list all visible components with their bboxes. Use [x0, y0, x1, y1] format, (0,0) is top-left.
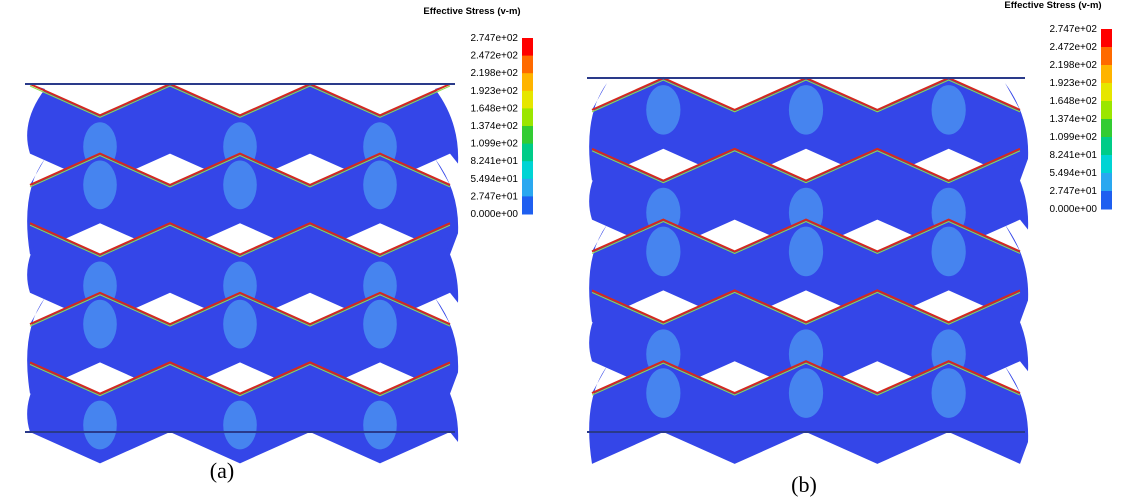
fold-line [29, 291, 451, 326]
fold-line [29, 155, 451, 188]
legend-label: 8.241e+01 [1049, 150, 1097, 161]
stress-hotspot [83, 400, 117, 450]
fem-structure [587, 76, 1029, 464]
colorbar-segment [1101, 155, 1112, 174]
fem-structure [25, 82, 459, 464]
colorbar-segment [1101, 191, 1112, 210]
legend-label: 1.374e+02 [470, 121, 518, 132]
stress-hotspot [646, 368, 681, 418]
stress-hotspot [788, 85, 824, 135]
colorbar-segment [1101, 47, 1112, 66]
stress-hotspot [788, 368, 824, 418]
legend-label: 1.923e+02 [1049, 78, 1097, 89]
legend-label: 2.198e+02 [1049, 60, 1097, 71]
colorbar-segment [522, 178, 533, 197]
fold-line [29, 363, 451, 397]
colorbar-segment [1101, 65, 1112, 84]
colorbar-segment [1101, 29, 1112, 48]
legend-label: 1.923e+02 [470, 86, 518, 97]
legend-label: 2.747e+01 [1049, 186, 1097, 197]
legend-title: Effective Stress (v-m) [423, 6, 520, 17]
colorbar-segment [522, 73, 533, 92]
colorbar-segment [522, 161, 533, 180]
colorbar-segment [1101, 83, 1112, 102]
fold-line [29, 152, 451, 187]
legend-label: 2.747e+02 [470, 33, 518, 44]
legend-label: 1.099e+02 [470, 139, 518, 150]
stress-hotspot [83, 299, 117, 349]
legend-label: 2.747e+01 [470, 191, 518, 202]
legend-label: 1.648e+02 [1049, 96, 1097, 107]
fold-line [29, 224, 451, 258]
colorbar-segment [522, 108, 533, 127]
stress-hotspot [363, 400, 397, 450]
legend-label: 1.648e+02 [470, 103, 518, 114]
stress-hotspot [223, 299, 257, 349]
colorbar-segment [522, 38, 533, 57]
fold-line [591, 147, 1021, 182]
colorbar-segment [522, 196, 533, 215]
stress-hotspot [363, 160, 397, 210]
fold-line [591, 221, 1021, 255]
stress-hotspot [83, 160, 117, 210]
legend-label: 0.000e+00 [1049, 204, 1097, 215]
fold-line [29, 222, 451, 256]
stress-hotspot [363, 299, 397, 349]
stress-hotspot [223, 400, 257, 450]
fold-line [591, 79, 1021, 113]
caption: (b) [791, 472, 817, 497]
fold-line [591, 360, 1021, 395]
stress-hotspot [931, 368, 966, 418]
fold-line [29, 82, 451, 117]
fold-line [591, 289, 1021, 324]
legend-label: 2.472e+02 [470, 51, 518, 62]
colorbar-segment [522, 143, 533, 162]
fold-line [591, 291, 1021, 325]
legend-label: 5.494e+01 [470, 174, 518, 185]
colorbar-segment [522, 126, 533, 145]
colorbar-segment [1101, 137, 1112, 156]
stress-hotspot [646, 85, 681, 135]
legend-label: 2.472e+02 [1049, 42, 1097, 53]
legend-label: 1.099e+02 [1049, 132, 1097, 143]
legend-label: 0.000e+00 [470, 209, 518, 220]
stress-hotspot [223, 160, 257, 210]
legend-label: 8.241e+01 [470, 156, 518, 167]
legend-title: Effective Stress (v-m) [1004, 0, 1101, 11]
colorbar-segment [522, 90, 533, 109]
fold-line [591, 150, 1021, 184]
legend-label: 2.198e+02 [470, 68, 518, 79]
fold-line [29, 294, 451, 327]
caption: (a) [210, 458, 234, 483]
stress-hotspot [646, 226, 681, 277]
legend-label: 5.494e+01 [1049, 168, 1097, 179]
colorbar-segment [1101, 173, 1112, 192]
stress-hotspot [931, 85, 966, 135]
fold-line [591, 362, 1021, 396]
legend-label: 2.747e+02 [1049, 24, 1097, 35]
stress-hotspot [788, 226, 824, 277]
colorbar-segment [1101, 101, 1112, 120]
colorbar-segment [1101, 119, 1112, 138]
legend-label: 1.374e+02 [1049, 114, 1097, 125]
colorbar-segment [522, 55, 533, 74]
stress-hotspot [931, 226, 966, 277]
fold-line [29, 85, 451, 118]
fold-line [591, 218, 1021, 253]
fold-line [29, 361, 451, 395]
